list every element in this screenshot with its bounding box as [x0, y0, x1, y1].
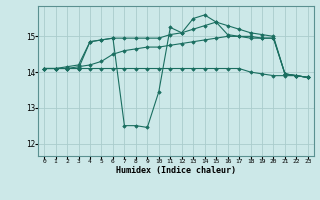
X-axis label: Humidex (Indice chaleur): Humidex (Indice chaleur)	[116, 166, 236, 175]
